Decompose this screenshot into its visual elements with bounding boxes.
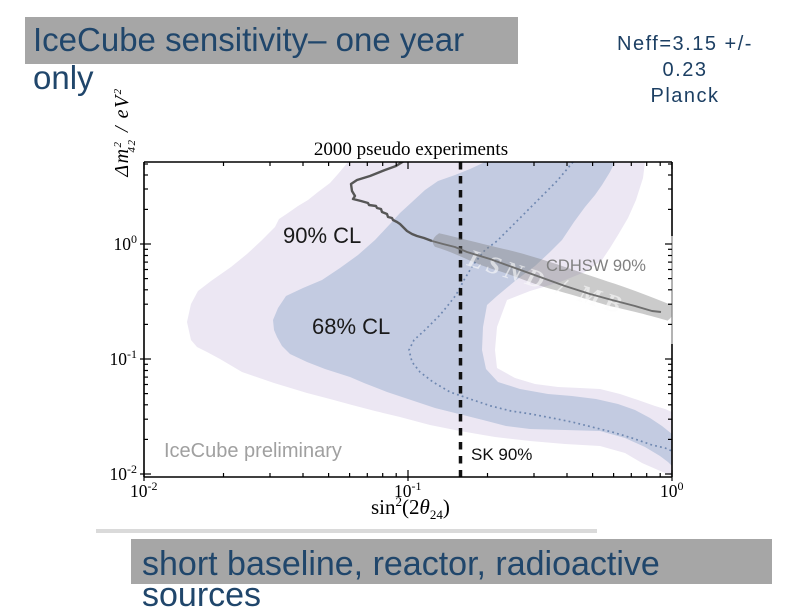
svg-text:2000 pseudo experiments: 2000 pseudo experiments bbox=[314, 139, 508, 160]
svg-text:68% CL: 68% CL bbox=[312, 314, 390, 339]
svg-text:100: 100 bbox=[114, 232, 138, 254]
svg-text:10-1: 10-1 bbox=[110, 347, 138, 369]
svg-text:SK 90%: SK 90% bbox=[471, 445, 532, 464]
svg-text:IceCube preliminary: IceCube preliminary bbox=[164, 440, 342, 462]
svg-text:100: 100 bbox=[660, 479, 684, 501]
svg-text:sin2(2θ24): sin2(2θ24) bbox=[371, 494, 450, 522]
svg-text:90% CL: 90% CL bbox=[283, 223, 361, 248]
svg-text:CDHSW 90%: CDHSW 90% bbox=[546, 257, 646, 275]
svg-text:10-2: 10-2 bbox=[130, 479, 158, 501]
